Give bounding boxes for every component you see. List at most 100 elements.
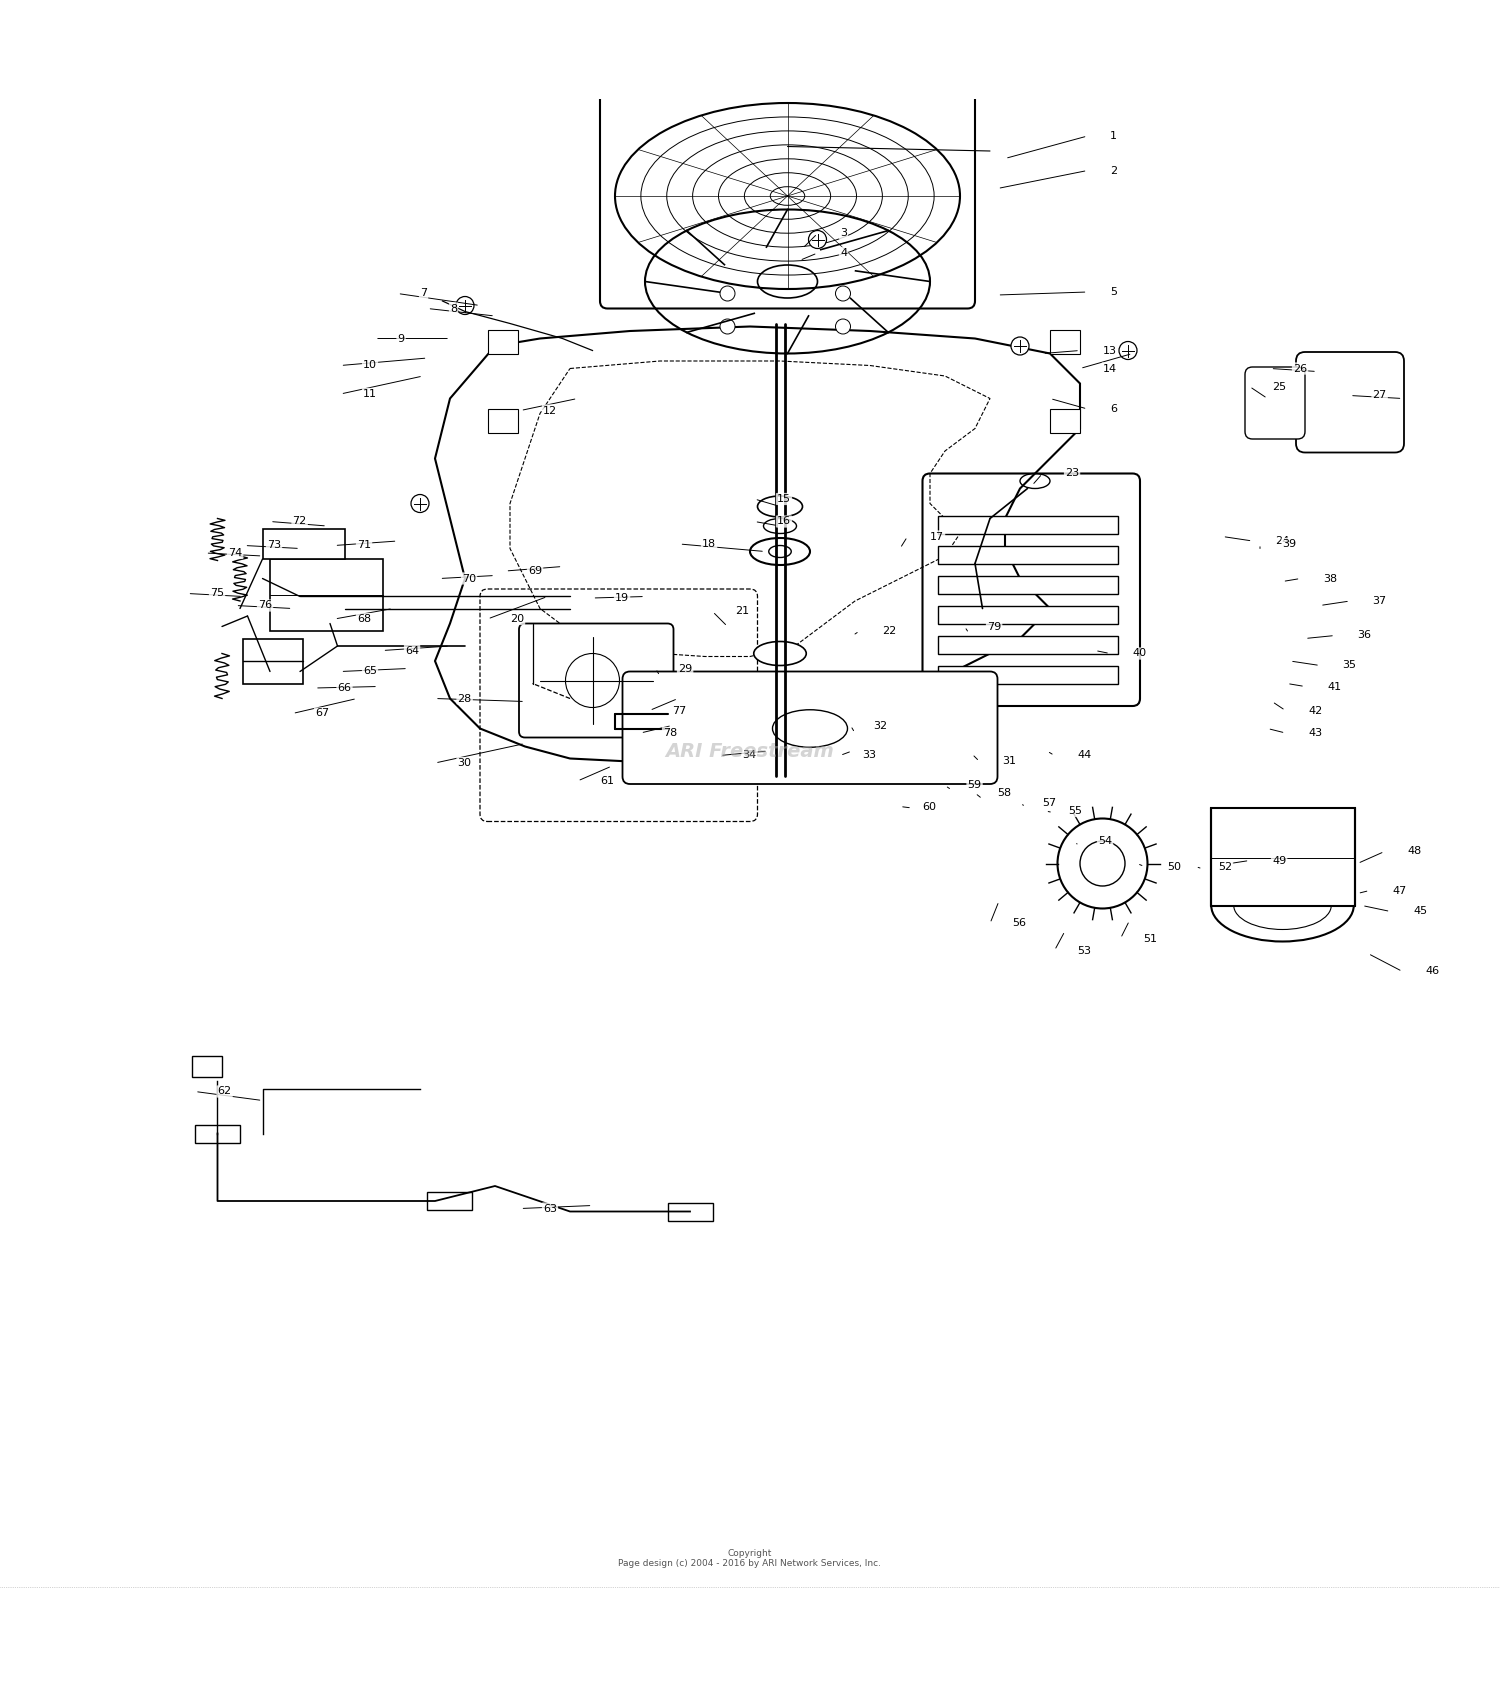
Text: 31: 31 xyxy=(1002,757,1016,767)
Text: ARI Freestream: ARI Freestream xyxy=(666,742,834,760)
Text: 22: 22 xyxy=(882,626,897,636)
Bar xyxy=(262,529,345,558)
Text: 70: 70 xyxy=(462,574,476,584)
Text: 30: 30 xyxy=(458,759,471,769)
Circle shape xyxy=(1011,338,1029,355)
Text: 66: 66 xyxy=(338,682,351,692)
Text: 9: 9 xyxy=(398,334,405,343)
Text: 58: 58 xyxy=(998,787,1011,798)
Text: 7: 7 xyxy=(420,288,428,299)
Text: 38: 38 xyxy=(1323,574,1336,584)
Text: 71: 71 xyxy=(357,541,370,550)
Text: 21: 21 xyxy=(735,606,748,616)
Text: 51: 51 xyxy=(1143,933,1156,944)
Bar xyxy=(1050,409,1080,433)
Text: 57: 57 xyxy=(1042,799,1056,808)
Text: 24: 24 xyxy=(1275,536,1288,546)
Text: Copyright
Page design (c) 2004 - 2016 by ARI Network Services, Inc.: Copyright Page design (c) 2004 - 2016 by… xyxy=(618,1549,882,1568)
Text: 44: 44 xyxy=(1077,750,1090,760)
Text: 67: 67 xyxy=(315,709,328,718)
Text: 78: 78 xyxy=(663,728,678,738)
Ellipse shape xyxy=(758,496,802,518)
Text: 41: 41 xyxy=(1328,682,1341,691)
Text: 52: 52 xyxy=(1218,862,1231,872)
Text: 40: 40 xyxy=(1132,648,1146,658)
Text: 11: 11 xyxy=(363,389,376,399)
Circle shape xyxy=(456,297,474,314)
Circle shape xyxy=(836,319,850,334)
Bar xyxy=(192,1056,222,1076)
Circle shape xyxy=(1119,341,1137,360)
Text: 27: 27 xyxy=(1372,390,1386,400)
Text: 73: 73 xyxy=(267,541,280,550)
Text: 45: 45 xyxy=(1413,906,1426,916)
Text: 54: 54 xyxy=(1098,837,1112,847)
Text: 18: 18 xyxy=(702,540,715,550)
Text: 1: 1 xyxy=(1110,131,1118,141)
Bar xyxy=(938,516,1118,533)
Bar xyxy=(938,665,1118,684)
FancyBboxPatch shape xyxy=(1245,367,1305,440)
Text: 33: 33 xyxy=(862,750,876,760)
Bar xyxy=(195,1125,240,1142)
Text: 50: 50 xyxy=(1167,862,1180,872)
Text: 5: 5 xyxy=(1110,287,1118,297)
Bar xyxy=(1050,329,1080,353)
Text: 17: 17 xyxy=(930,531,944,541)
Bar xyxy=(938,606,1118,623)
FancyBboxPatch shape xyxy=(519,623,674,738)
Text: 34: 34 xyxy=(742,750,756,760)
Bar xyxy=(938,575,1118,594)
Text: 10: 10 xyxy=(363,360,376,370)
Text: 6: 6 xyxy=(1110,404,1118,414)
Text: 43: 43 xyxy=(1308,728,1322,738)
Circle shape xyxy=(720,287,735,300)
Text: 15: 15 xyxy=(777,494,790,504)
Text: 3: 3 xyxy=(840,229,848,239)
Text: 32: 32 xyxy=(873,721,886,730)
Text: 62: 62 xyxy=(217,1086,231,1096)
Text: 46: 46 xyxy=(1425,967,1438,976)
Text: 13: 13 xyxy=(1102,346,1116,355)
Text: 75: 75 xyxy=(210,589,224,599)
Text: 26: 26 xyxy=(1293,363,1306,373)
Bar xyxy=(488,409,518,433)
Bar xyxy=(488,329,518,353)
Text: 74: 74 xyxy=(228,548,243,558)
Ellipse shape xyxy=(1212,869,1353,942)
Bar xyxy=(668,1203,712,1220)
Text: 20: 20 xyxy=(510,614,524,624)
Bar xyxy=(270,558,382,631)
Text: 77: 77 xyxy=(672,706,686,716)
Text: 25: 25 xyxy=(1272,382,1286,392)
Text: 23: 23 xyxy=(1065,468,1078,479)
Ellipse shape xyxy=(750,538,810,565)
Text: 68: 68 xyxy=(357,614,370,624)
Text: 79: 79 xyxy=(987,621,1002,631)
FancyBboxPatch shape xyxy=(622,672,998,784)
Text: 55: 55 xyxy=(1068,806,1082,816)
Text: 37: 37 xyxy=(1372,596,1386,606)
Circle shape xyxy=(720,319,735,334)
Text: 36: 36 xyxy=(1358,631,1371,640)
Text: 12: 12 xyxy=(543,406,556,416)
Text: 72: 72 xyxy=(292,516,306,526)
Text: 63: 63 xyxy=(543,1203,556,1213)
Bar xyxy=(427,1191,472,1210)
Text: 2: 2 xyxy=(1110,166,1118,175)
Bar xyxy=(1210,808,1354,906)
Text: 65: 65 xyxy=(363,667,376,677)
Text: 56: 56 xyxy=(1013,918,1026,928)
FancyBboxPatch shape xyxy=(1296,351,1404,453)
Text: 47: 47 xyxy=(1392,886,1407,896)
Circle shape xyxy=(411,494,429,512)
Text: 59: 59 xyxy=(968,781,981,791)
Text: 28: 28 xyxy=(458,694,471,704)
Ellipse shape xyxy=(753,641,807,665)
Text: 60: 60 xyxy=(922,801,936,811)
Text: 39: 39 xyxy=(1282,540,1296,550)
Text: 8: 8 xyxy=(450,304,458,314)
Circle shape xyxy=(808,231,826,248)
Text: 16: 16 xyxy=(777,516,790,526)
Text: 35: 35 xyxy=(1342,660,1356,670)
